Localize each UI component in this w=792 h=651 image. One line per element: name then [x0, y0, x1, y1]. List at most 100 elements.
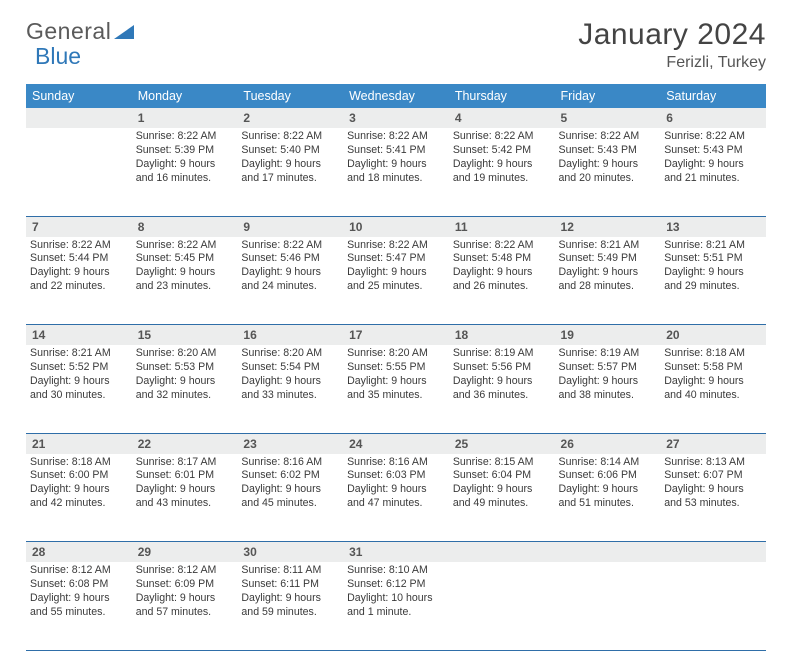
day-cell [449, 562, 555, 650]
day-details: Sunrise: 8:22 AMSunset: 5:41 PMDaylight:… [343, 128, 449, 190]
day-cell: Sunrise: 8:22 AMSunset: 5:41 PMDaylight:… [343, 128, 449, 216]
day-cell: Sunrise: 8:21 AMSunset: 5:52 PMDaylight:… [26, 345, 132, 433]
day-details: Sunrise: 8:21 AMSunset: 5:52 PMDaylight:… [26, 345, 132, 407]
day-number: 10 [343, 216, 449, 237]
title-block: January 2024 Ferizli, Turkey [578, 18, 766, 72]
day-cell: Sunrise: 8:22 AMSunset: 5:39 PMDaylight:… [132, 128, 238, 216]
day-cell [660, 562, 766, 650]
day-number: 24 [343, 433, 449, 454]
day-details: Sunrise: 8:16 AMSunset: 6:02 PMDaylight:… [237, 454, 343, 516]
day-number: 4 [449, 108, 555, 128]
month-title: January 2024 [578, 18, 766, 52]
day-number: 22 [132, 433, 238, 454]
day-details: Sunrise: 8:22 AMSunset: 5:46 PMDaylight:… [237, 237, 343, 299]
day-details: Sunrise: 8:16 AMSunset: 6:03 PMDaylight:… [343, 454, 449, 516]
day-number: 23 [237, 433, 343, 454]
day-number [555, 542, 661, 563]
weekday-header: Sunday [26, 84, 132, 108]
day-number: 28 [26, 542, 132, 563]
weekday-header: Wednesday [343, 84, 449, 108]
weekday-header: Friday [555, 84, 661, 108]
day-number: 15 [132, 325, 238, 346]
day-cell: Sunrise: 8:21 AMSunset: 5:51 PMDaylight:… [660, 237, 766, 325]
day-details: Sunrise: 8:21 AMSunset: 5:49 PMDaylight:… [555, 237, 661, 299]
day-cell: Sunrise: 8:22 AMSunset: 5:45 PMDaylight:… [132, 237, 238, 325]
week-row: Sunrise: 8:22 AMSunset: 5:39 PMDaylight:… [26, 128, 766, 216]
day-number-row: 28293031 [26, 542, 766, 563]
day-details: Sunrise: 8:14 AMSunset: 6:06 PMDaylight:… [555, 454, 661, 516]
day-details: Sunrise: 8:18 AMSunset: 6:00 PMDaylight:… [26, 454, 132, 516]
day-number: 6 [660, 108, 766, 128]
day-number: 27 [660, 433, 766, 454]
week-row: Sunrise: 8:21 AMSunset: 5:52 PMDaylight:… [26, 345, 766, 433]
location: Ferizli, Turkey [578, 54, 766, 72]
day-details: Sunrise: 8:22 AMSunset: 5:44 PMDaylight:… [26, 237, 132, 299]
day-cell: Sunrise: 8:22 AMSunset: 5:43 PMDaylight:… [660, 128, 766, 216]
day-cell: Sunrise: 8:12 AMSunset: 6:08 PMDaylight:… [26, 562, 132, 650]
calendar: SundayMondayTuesdayWednesdayThursdayFrid… [0, 80, 792, 651]
day-number: 1 [132, 108, 238, 128]
day-cell: Sunrise: 8:14 AMSunset: 6:06 PMDaylight:… [555, 454, 661, 542]
day-cell: Sunrise: 8:22 AMSunset: 5:47 PMDaylight:… [343, 237, 449, 325]
day-cell: Sunrise: 8:20 AMSunset: 5:55 PMDaylight:… [343, 345, 449, 433]
day-number: 12 [555, 216, 661, 237]
day-cell: Sunrise: 8:19 AMSunset: 5:56 PMDaylight:… [449, 345, 555, 433]
weekday-header-row: SundayMondayTuesdayWednesdayThursdayFrid… [26, 84, 766, 108]
logo-text-general: General [26, 18, 111, 45]
day-cell: Sunrise: 8:16 AMSunset: 6:03 PMDaylight:… [343, 454, 449, 542]
day-details: Sunrise: 8:22 AMSunset: 5:40 PMDaylight:… [237, 128, 343, 190]
day-cell: Sunrise: 8:22 AMSunset: 5:43 PMDaylight:… [555, 128, 661, 216]
day-number: 25 [449, 433, 555, 454]
day-cell [26, 128, 132, 216]
logo: General [26, 18, 136, 45]
day-number: 9 [237, 216, 343, 237]
day-cell: Sunrise: 8:18 AMSunset: 6:00 PMDaylight:… [26, 454, 132, 542]
day-details: Sunrise: 8:20 AMSunset: 5:55 PMDaylight:… [343, 345, 449, 407]
day-number: 20 [660, 325, 766, 346]
day-details: Sunrise: 8:19 AMSunset: 5:56 PMDaylight:… [449, 345, 555, 407]
day-details: Sunrise: 8:19 AMSunset: 5:57 PMDaylight:… [555, 345, 661, 407]
day-cell: Sunrise: 8:21 AMSunset: 5:49 PMDaylight:… [555, 237, 661, 325]
day-number: 16 [237, 325, 343, 346]
day-details: Sunrise: 8:17 AMSunset: 6:01 PMDaylight:… [132, 454, 238, 516]
day-number [26, 108, 132, 128]
day-number: 26 [555, 433, 661, 454]
day-number: 30 [237, 542, 343, 563]
day-details: Sunrise: 8:13 AMSunset: 6:07 PMDaylight:… [660, 454, 766, 516]
day-cell: Sunrise: 8:22 AMSunset: 5:42 PMDaylight:… [449, 128, 555, 216]
day-number [449, 542, 555, 563]
day-cell: Sunrise: 8:22 AMSunset: 5:48 PMDaylight:… [449, 237, 555, 325]
day-number: 13 [660, 216, 766, 237]
day-details: Sunrise: 8:12 AMSunset: 6:08 PMDaylight:… [26, 562, 132, 624]
day-number: 21 [26, 433, 132, 454]
day-cell: Sunrise: 8:22 AMSunset: 5:44 PMDaylight:… [26, 237, 132, 325]
day-cell: Sunrise: 8:19 AMSunset: 5:57 PMDaylight:… [555, 345, 661, 433]
day-cell: Sunrise: 8:12 AMSunset: 6:09 PMDaylight:… [132, 562, 238, 650]
day-cell: Sunrise: 8:15 AMSunset: 6:04 PMDaylight:… [449, 454, 555, 542]
day-number: 8 [132, 216, 238, 237]
day-number: 19 [555, 325, 661, 346]
day-details: Sunrise: 8:18 AMSunset: 5:58 PMDaylight:… [660, 345, 766, 407]
calendar-table: SundayMondayTuesdayWednesdayThursdayFrid… [26, 84, 766, 651]
day-cell: Sunrise: 8:16 AMSunset: 6:02 PMDaylight:… [237, 454, 343, 542]
header: General January 2024 Ferizli, Turkey [0, 0, 792, 80]
day-number: 14 [26, 325, 132, 346]
day-number: 11 [449, 216, 555, 237]
day-number: 2 [237, 108, 343, 128]
logo-triangle-icon [114, 23, 136, 41]
weekday-header: Saturday [660, 84, 766, 108]
day-number: 17 [343, 325, 449, 346]
day-cell: Sunrise: 8:11 AMSunset: 6:11 PMDaylight:… [237, 562, 343, 650]
day-cell: Sunrise: 8:17 AMSunset: 6:01 PMDaylight:… [132, 454, 238, 542]
day-details: Sunrise: 8:22 AMSunset: 5:45 PMDaylight:… [132, 237, 238, 299]
day-number: 3 [343, 108, 449, 128]
week-row: Sunrise: 8:12 AMSunset: 6:08 PMDaylight:… [26, 562, 766, 650]
day-details: Sunrise: 8:22 AMSunset: 5:48 PMDaylight:… [449, 237, 555, 299]
week-row: Sunrise: 8:18 AMSunset: 6:00 PMDaylight:… [26, 454, 766, 542]
day-details: Sunrise: 8:12 AMSunset: 6:09 PMDaylight:… [132, 562, 238, 624]
weekday-header: Thursday [449, 84, 555, 108]
day-cell: Sunrise: 8:22 AMSunset: 5:46 PMDaylight:… [237, 237, 343, 325]
day-number-row: 123456 [26, 108, 766, 128]
day-number-row: 21222324252627 [26, 433, 766, 454]
day-details: Sunrise: 8:20 AMSunset: 5:53 PMDaylight:… [132, 345, 238, 407]
